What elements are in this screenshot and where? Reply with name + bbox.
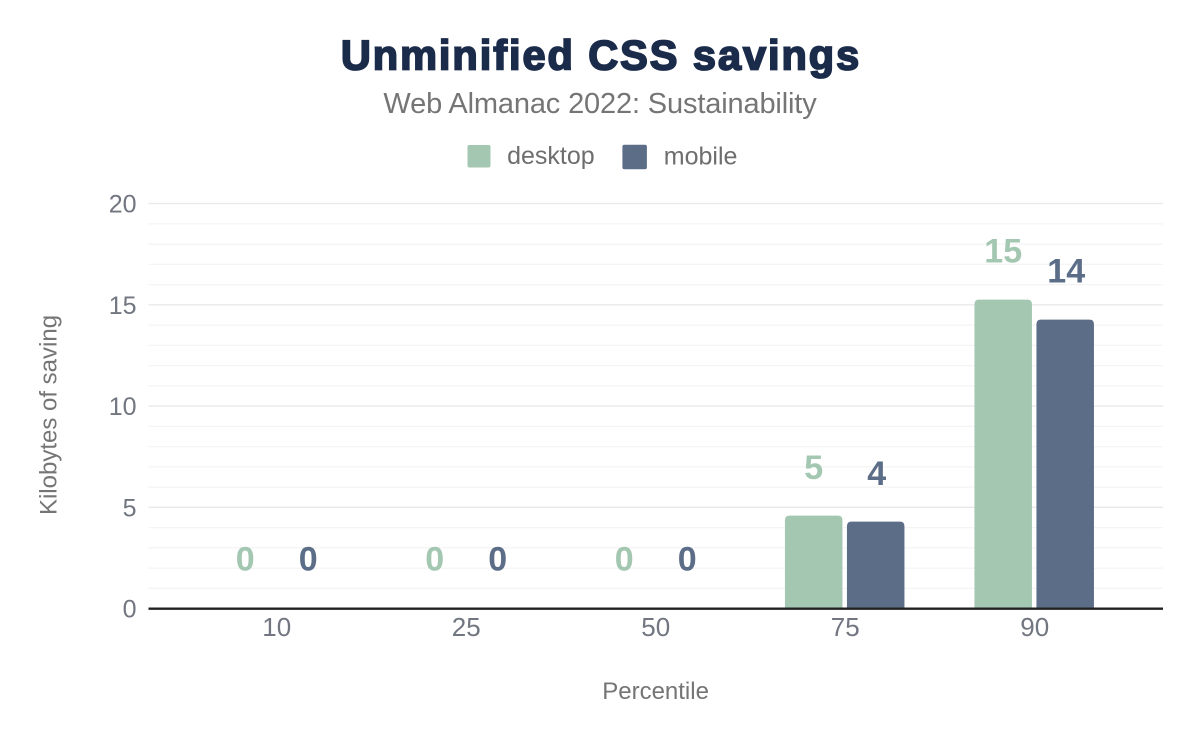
svg-text:50: 50 (641, 612, 670, 642)
svg-text:0: 0 (236, 541, 255, 579)
svg-text:Unminified CSS savings: Unminified CSS savings (341, 32, 861, 79)
svg-text:5: 5 (804, 449, 823, 487)
svg-text:0: 0 (299, 541, 318, 579)
svg-text:10: 10 (109, 393, 137, 421)
svg-text:0: 0 (678, 541, 697, 579)
svg-text:10: 10 (262, 612, 291, 642)
svg-text:15: 15 (984, 232, 1022, 270)
svg-text:90: 90 (1020, 612, 1049, 642)
svg-text:Percentile: Percentile (602, 678, 709, 705)
svg-text:0: 0 (123, 596, 137, 624)
svg-text:0: 0 (615, 541, 634, 579)
svg-text:75: 75 (831, 612, 860, 642)
svg-text:25: 25 (452, 612, 481, 642)
svg-text:Web Almanac 2022: Sustainabili: Web Almanac 2022: Sustainability (383, 88, 817, 120)
svg-text:5: 5 (123, 494, 137, 522)
svg-text:0: 0 (425, 541, 444, 579)
svg-text:mobile: mobile (664, 142, 738, 170)
svg-text:Kilobytes of saving: Kilobytes of saving (36, 315, 63, 515)
svg-text:15: 15 (109, 292, 137, 320)
svg-text:desktop: desktop (507, 142, 595, 170)
svg-text:4: 4 (867, 455, 886, 493)
svg-text:14: 14 (1047, 252, 1085, 290)
svg-text:20: 20 (109, 191, 137, 219)
svg-text:0: 0 (488, 541, 507, 579)
